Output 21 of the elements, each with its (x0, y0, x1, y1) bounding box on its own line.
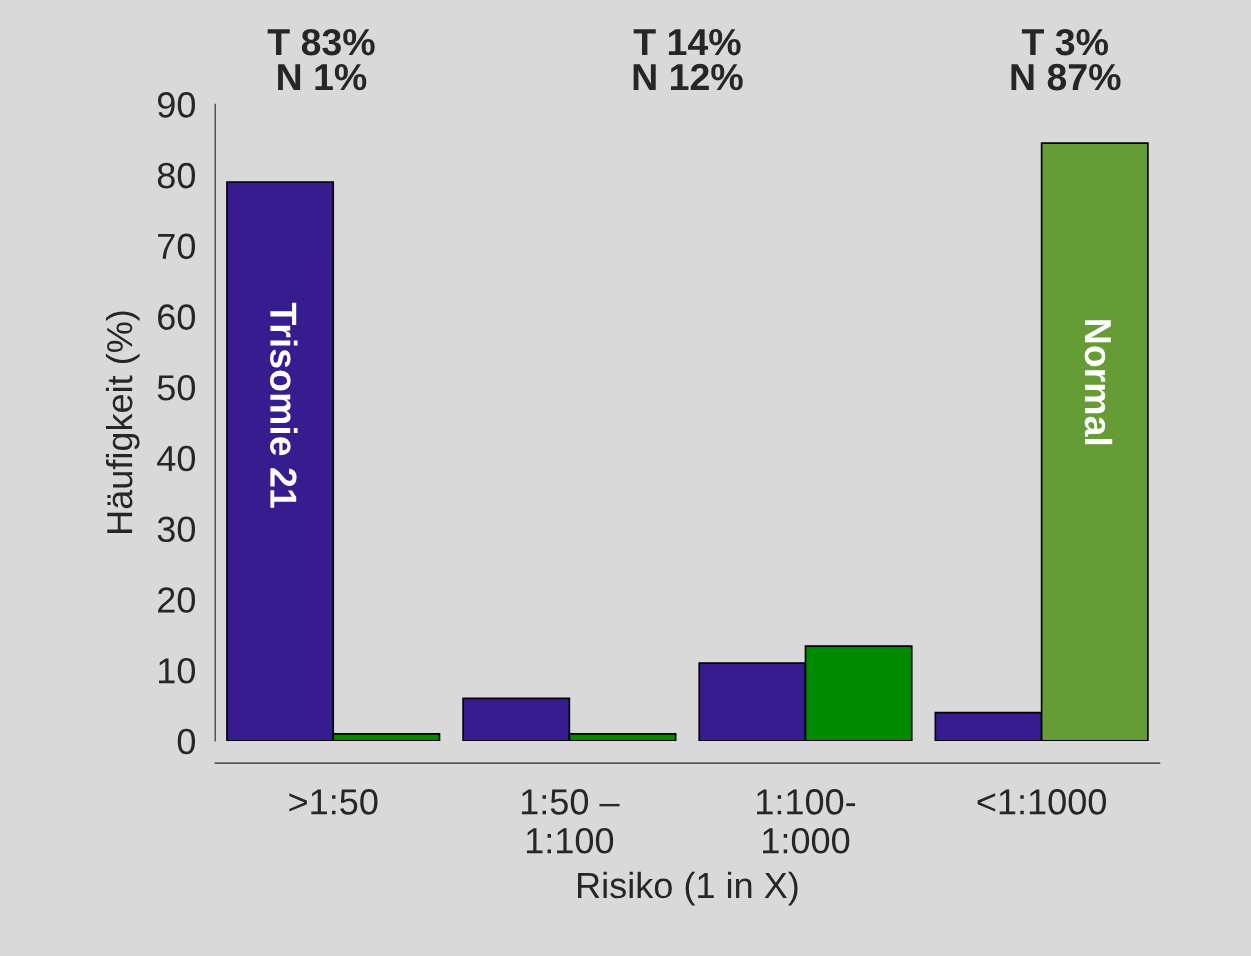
text: T 83% N 1% (267, 28, 375, 91)
y-tick-label: 40 (157, 445, 196, 472)
x-tick-label: 1:50 – 1:100 (521, 789, 620, 854)
y-axis-title: Häufigkeit (%) (105, 311, 140, 533)
y-tick-label: 10 (159, 658, 196, 684)
text: T 3% N 87% (1011, 28, 1121, 91)
y-tick-label: 30 (157, 516, 196, 543)
text: T 14% N 12% (633, 29, 743, 91)
series-label: Trisomie 21 (270, 302, 298, 508)
y-tick-label: 70 (158, 233, 196, 260)
x-axis-title: Risiko (1 in X) (578, 871, 798, 906)
x-tick-label: >1:50 (289, 789, 378, 815)
series-label: Normal (1084, 320, 1113, 445)
y-tick-label: 90 (157, 92, 196, 118)
x-tick-label: <1:1000 (977, 789, 1106, 815)
y-tick-label: 60 (158, 304, 196, 330)
y-tick-label: 0 (177, 728, 196, 755)
y-tick-label: 50 (157, 375, 196, 401)
y-tick-label: 80 (157, 162, 196, 189)
x-tick-label: 1:100- 1:000 (757, 789, 856, 854)
y-tick-label: 20 (158, 587, 196, 613)
